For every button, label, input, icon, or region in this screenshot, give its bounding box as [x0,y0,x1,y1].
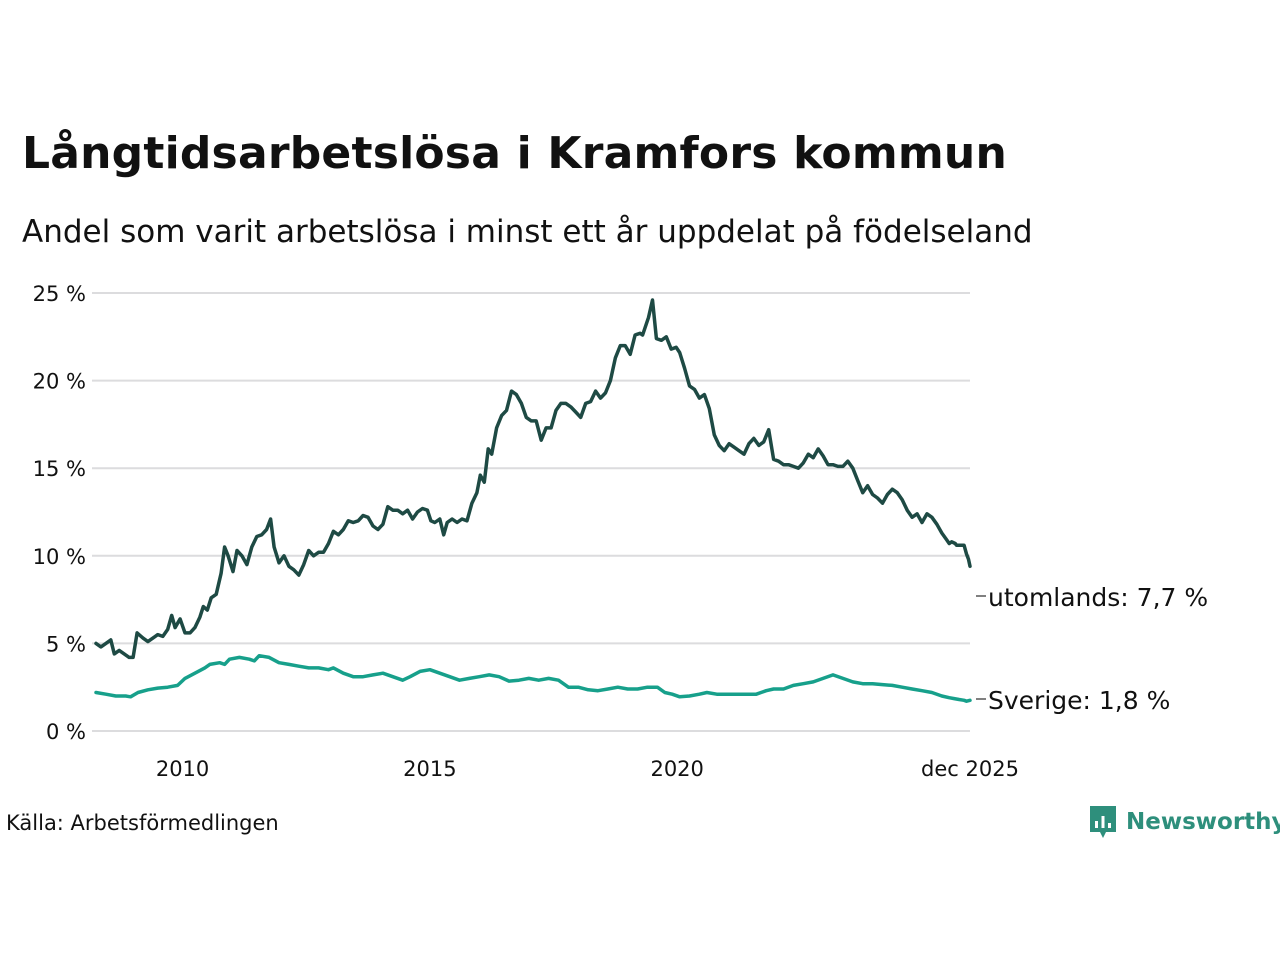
end-label-sverige: Sverige: 1,8 % [988,686,1170,715]
chart-title: Långtidsarbetslösa i Kramfors kommun [22,128,1007,179]
y-tick-label: 0 % [46,720,86,744]
y-tick-label: 15 % [33,457,86,481]
x-tick-label: 2015 [403,757,456,781]
y-tick-label: 5 % [46,632,86,656]
series-line-sverige [94,653,972,703]
series-line-utomlands [94,298,972,660]
y-tick-label: 25 % [33,282,86,306]
gridlines [92,292,970,732]
source-note: Källa: Arbetsförmedlingen [6,811,279,835]
chart-subtitle: Andel som varit arbetslösa i minst ett å… [22,214,1033,250]
y-tick-label: 10 % [33,545,86,569]
series-group [94,298,972,703]
newsworthy-logo-icon [1090,806,1116,838]
end-label-utomlands: utomlands: 7,7 % [988,583,1208,612]
x-tick-label: 2020 [650,757,703,781]
y-tick-label: 20 % [33,370,86,394]
brand-name: Newsworthy [1126,809,1280,835]
x-axis: 2010 2015 2020 dec 2025 [156,757,1019,781]
brand-logo: Newsworthy [1088,804,1280,840]
end-labels: utomlands: 7,7 % Sverige: 1,8 % [976,583,1208,715]
y-axis: 0 % 5 % 10 % 15 % 20 % 25 % [33,282,86,744]
x-tick-label: 2010 [156,757,209,781]
x-tick-label: dec 2025 [921,757,1019,781]
